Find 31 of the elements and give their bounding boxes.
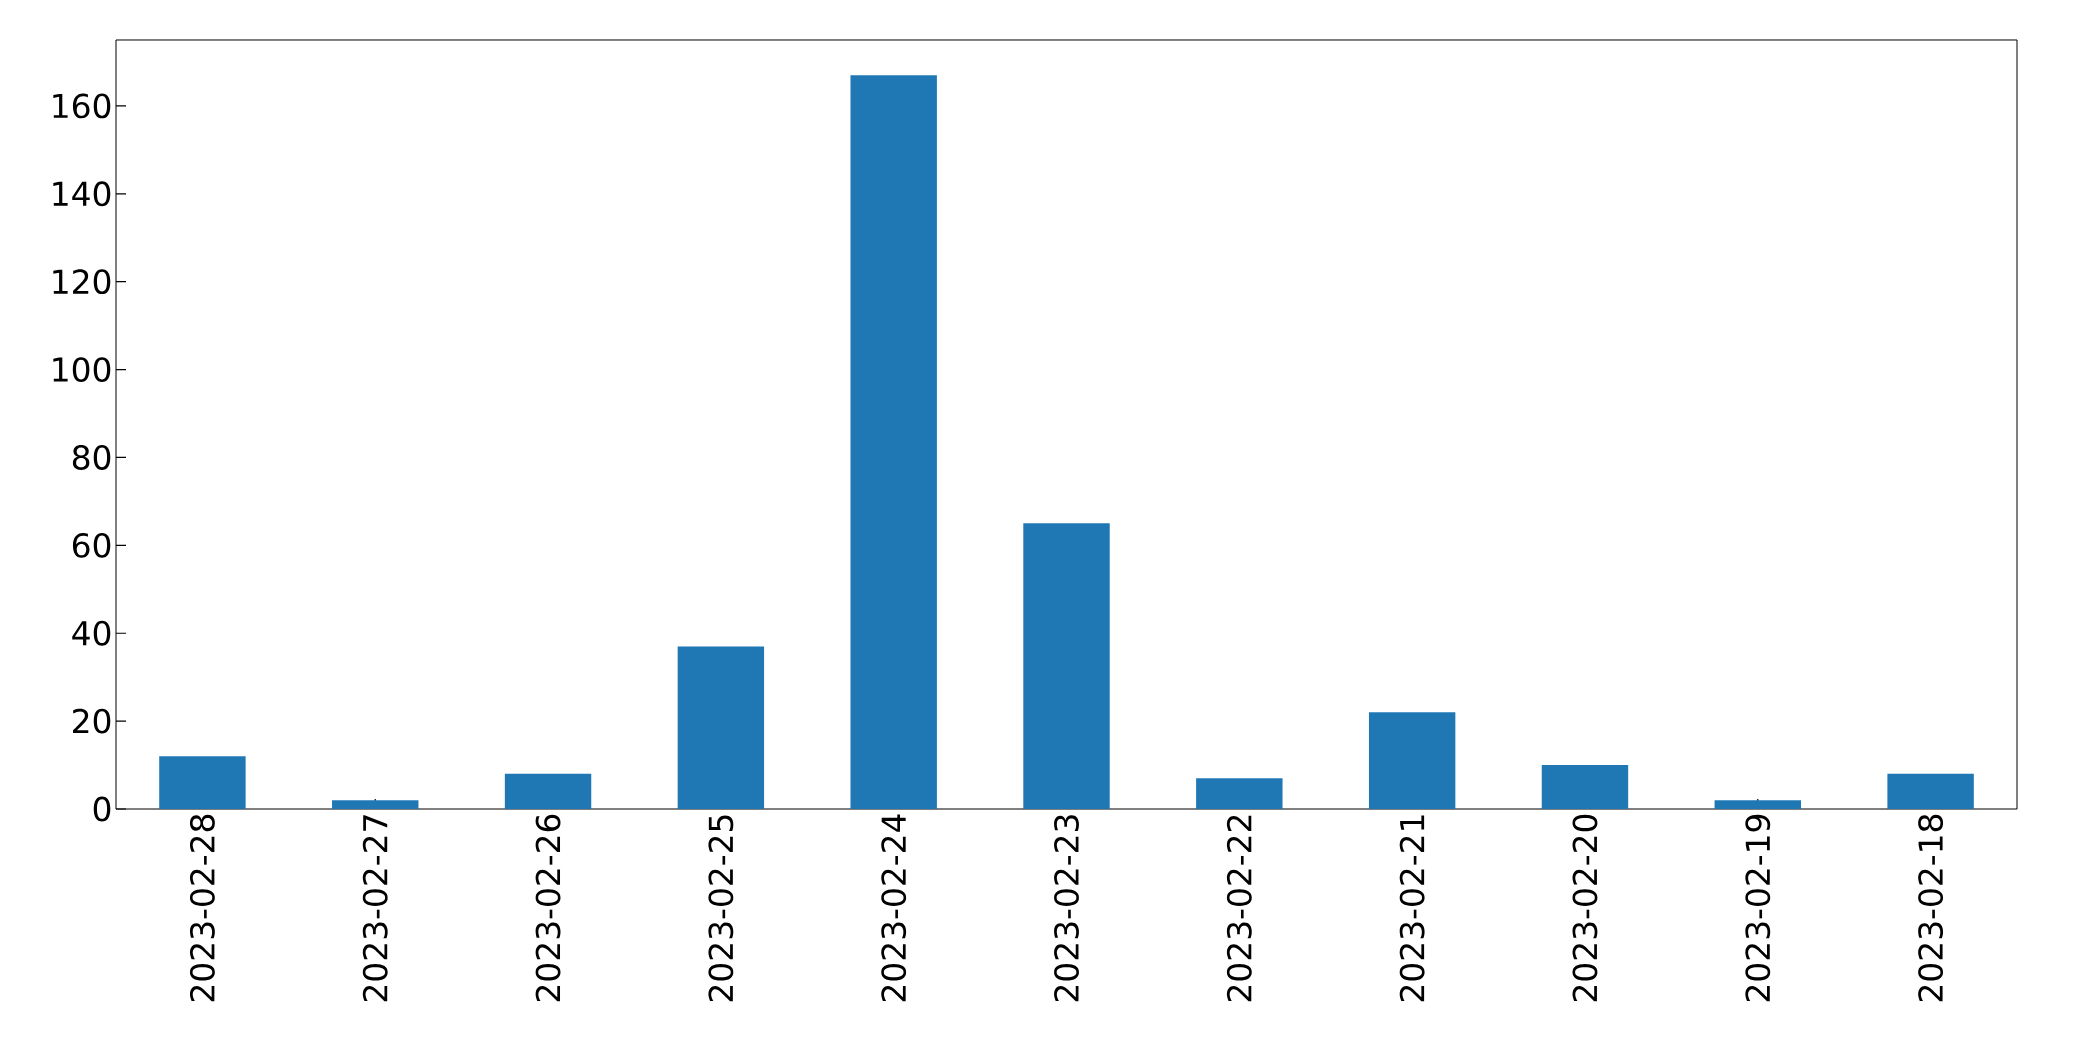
bar (1196, 778, 1283, 809)
bar (1023, 523, 1110, 809)
x-tick-label: 2023-02-25 (708, 815, 734, 1002)
x-tick-label: 2023-02-27 (362, 815, 388, 1002)
y-tick-label: 80 (72, 445, 111, 470)
x-tick-label: 2023-02-19 (1745, 814, 1771, 1002)
bar (677, 646, 765, 809)
y-tick-label: 160 (53, 93, 111, 119)
bar (159, 756, 246, 809)
x-tick-label: 2023-02-21 (1399, 815, 1425, 1002)
y-tick-label: 100 (53, 357, 111, 382)
y-tick-label: 120 (53, 269, 111, 295)
y-tick-label: 140 (53, 181, 111, 207)
y-tick-label: 0 (93, 796, 111, 822)
bar (1541, 765, 1629, 809)
x-tick-label: 2023-02-18 (1918, 814, 1944, 1002)
bar (1887, 773, 1974, 809)
y-tick-label: 20 (73, 708, 111, 734)
y-tick-label: 40 (72, 620, 111, 646)
x-tick-label: 2023-02-24 (881, 814, 907, 1002)
x-tick-label: 2023-02-22 (1226, 815, 1252, 1002)
y-tick-label: 60 (72, 532, 111, 558)
x-tick-label: 2023-02-23 (1054, 815, 1079, 1002)
bar (1368, 712, 1456, 809)
x-tick-label: 2023-02-28 (189, 814, 215, 1002)
x-tick-label: 2023-02-26 (535, 814, 561, 1002)
x-tick-label: 2023-02-20 (1572, 814, 1598, 1002)
bar (332, 800, 419, 809)
bar (850, 75, 937, 809)
bar (504, 773, 592, 809)
bar (1714, 800, 1801, 809)
